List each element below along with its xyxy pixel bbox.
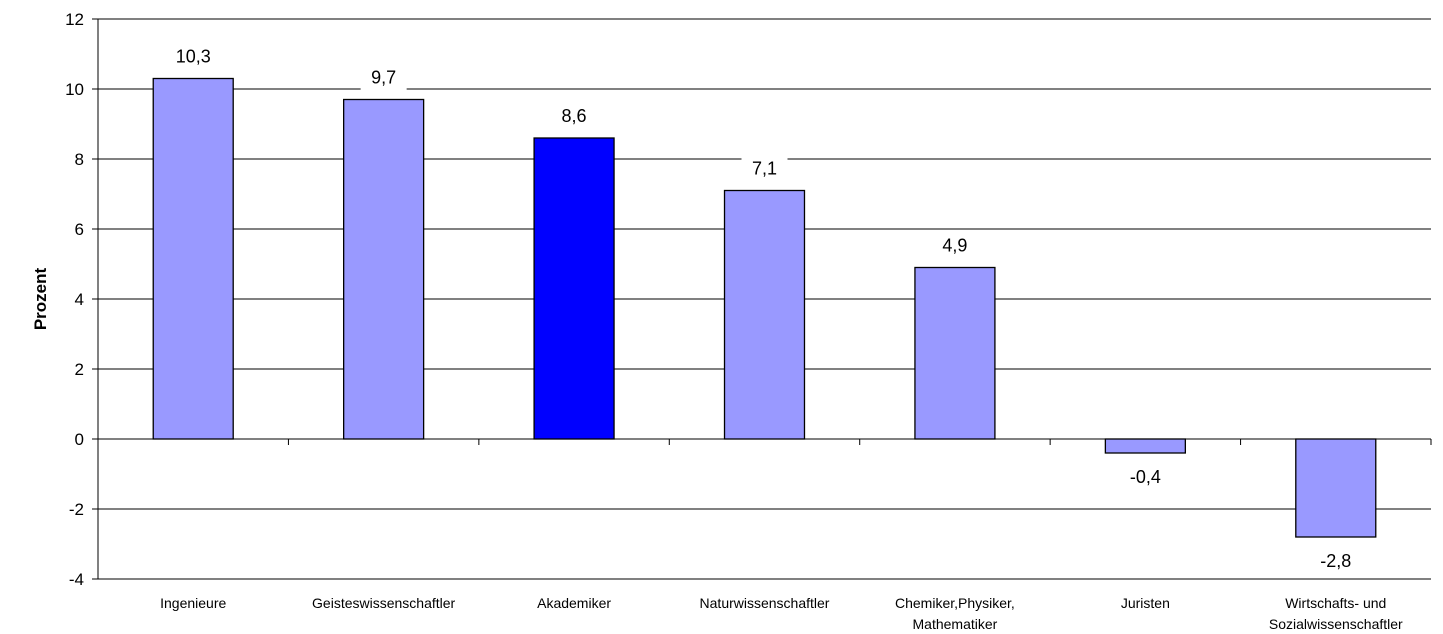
x-category-label: Chemiker,Physiker, bbox=[895, 595, 1015, 611]
data-label-background bbox=[931, 231, 978, 258]
data-label: 8,6 bbox=[562, 106, 587, 126]
x-category-label: Naturwissenschaftler bbox=[700, 595, 830, 611]
bar bbox=[723, 189, 806, 440]
x-category-label: Mathematiker bbox=[913, 616, 998, 632]
x-category-label: Ingenieure bbox=[160, 595, 226, 611]
x-category-label: Sozialwissenschaftler bbox=[1269, 616, 1403, 632]
data-label: -0,4 bbox=[1130, 467, 1161, 487]
data-label: 7,1 bbox=[752, 159, 777, 179]
data-label-background bbox=[360, 63, 407, 90]
y-tick-label: 0 bbox=[75, 430, 84, 449]
data-label: 9,7 bbox=[371, 68, 396, 88]
tick-labels: -4 -2 0 2 4 6 8 10 12 Ingenieure Geisteswissenscha… bbox=[65, 10, 1403, 632]
bar bbox=[1295, 438, 1377, 538]
x-category-label: Juristen bbox=[1121, 595, 1170, 611]
y-axis-title: Prozent bbox=[31, 267, 50, 330]
y-tick-label: 8 bbox=[75, 150, 84, 169]
data-labels: 10,3 9,7 8,6 7,1 4,9 -0,4 -2,8 bbox=[165, 42, 1364, 573]
bar bbox=[152, 77, 234, 440]
data-label-background bbox=[1117, 463, 1174, 489]
data-label: 10,3 bbox=[176, 47, 211, 67]
y-tick-label: 12 bbox=[65, 10, 84, 29]
y-tick-label: 6 bbox=[75, 220, 84, 239]
bar bbox=[343, 98, 425, 440]
data-label-background bbox=[551, 102, 598, 128]
axes bbox=[92, 18, 1432, 580]
data-label: 4,9 bbox=[942, 236, 967, 256]
data-label-background bbox=[1307, 547, 1364, 573]
data-label: -2,8 bbox=[1320, 551, 1351, 571]
y-tick-label: -2 bbox=[69, 500, 84, 519]
bar bbox=[914, 266, 996, 440]
x-category-label: Akademiker bbox=[537, 595, 611, 611]
bars bbox=[152, 77, 1377, 538]
bar bbox=[1104, 438, 1186, 454]
x-category-label: Wirtschafts- und bbox=[1285, 595, 1386, 611]
x-category-label: Geisteswissenschaftler bbox=[312, 595, 456, 611]
bar bbox=[533, 137, 615, 440]
data-label-background bbox=[165, 42, 222, 69]
data-label-background bbox=[741, 154, 788, 181]
y-tick-label: 4 bbox=[75, 290, 84, 309]
y-tick-label: 10 bbox=[65, 80, 84, 99]
y-tick-label: 2 bbox=[75, 360, 84, 379]
y-tick-label: -4 bbox=[69, 570, 84, 589]
